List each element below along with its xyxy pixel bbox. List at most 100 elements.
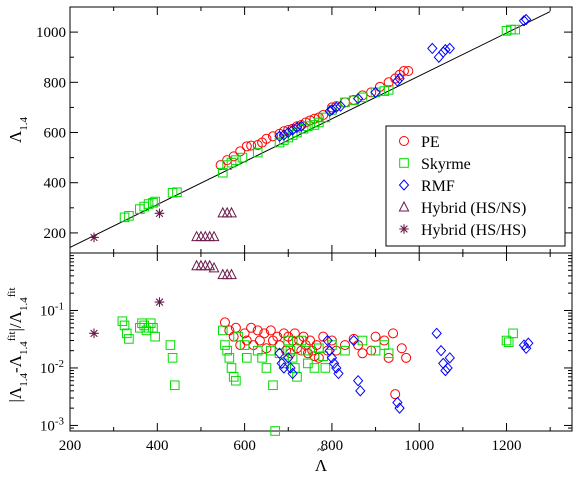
point-pe [215, 160, 226, 171]
point-skyrme [124, 334, 134, 344]
point-rmf [274, 130, 285, 143]
point-skyrme [357, 92, 368, 103]
point-skyrme [167, 353, 178, 363]
point-skyrme [239, 340, 250, 350]
point-rmf [435, 344, 447, 357]
point-rmf [394, 402, 405, 414]
point-skyrme [165, 340, 176, 350]
point-rmf [291, 121, 303, 134]
top-y-axis-title: Λ1.4 [6, 116, 30, 143]
legend-label-hshs: Hybrid (HS/HS) [421, 222, 526, 239]
point-rmf [296, 120, 307, 132]
point-rmf [278, 129, 290, 141]
point-hsns [208, 261, 220, 273]
point-rmf [352, 92, 364, 105]
point-skyrme [224, 353, 235, 363]
point-skyrme [383, 348, 394, 359]
point-skyrme [320, 112, 331, 123]
point-skyrme [252, 147, 263, 158]
point-hshs [89, 232, 99, 243]
point-rmf [283, 352, 294, 364]
point-rmf [518, 15, 530, 27]
legend-label-pe: PE [421, 134, 440, 151]
point-rmf [283, 126, 294, 139]
point-hshs [89, 328, 99, 339]
point-hsns [208, 230, 220, 242]
point-rmf [333, 367, 344, 380]
point-rmf [348, 334, 359, 347]
point-rmf [276, 357, 287, 370]
point-skyrme [150, 196, 160, 207]
point-rmf [427, 42, 438, 55]
point-skyrme [237, 152, 248, 163]
y-tick-label: 800 [44, 75, 67, 91]
point-rmf [440, 364, 451, 377]
point-skyrme [121, 328, 132, 339]
point-rmf [274, 347, 285, 360]
point-rmf [523, 337, 534, 349]
y-tick-label: 10-3 [40, 415, 65, 434]
top-panel-points [89, 13, 532, 243]
point-skyrme [124, 211, 134, 221]
legend-marker-rmf [398, 179, 410, 191]
point-pe [370, 331, 381, 342]
legend: PE Skyrme RMF Hybrid (HS/NS) Hybrid (HS/HS) [385, 125, 566, 247]
point-skyrme [150, 331, 160, 342]
point-rmf [328, 357, 340, 370]
point-skyrme [222, 345, 232, 356]
point-rmf [444, 352, 455, 364]
point-skyrme [241, 353, 252, 363]
y-tick-label: 600 [44, 126, 67, 142]
point-rmf [442, 362, 453, 374]
point-skyrme [508, 328, 518, 339]
point-rmf [520, 13, 532, 26]
y-tick-label: 1000 [36, 25, 66, 41]
point-skyrme [292, 372, 302, 382]
point-rmf [285, 362, 296, 374]
x-axis-title: Λ [315, 456, 328, 475]
point-pe [246, 140, 257, 151]
point-pe [398, 66, 409, 77]
point-skyrme [231, 375, 241, 386]
point-pe [239, 328, 250, 339]
point-skyrme [303, 121, 313, 132]
point-skyrme [169, 380, 180, 391]
point-rmf [518, 339, 530, 351]
point-hsns [226, 268, 237, 280]
point-skyrme [370, 345, 381, 356]
y-tick-label: 400 [44, 176, 67, 192]
point-skyrme [261, 363, 272, 373]
legend-label-hsns: Hybrid (HS/NS) [421, 200, 526, 217]
point-skyrme [233, 331, 243, 342]
point-rmf [444, 42, 455, 55]
x-tick-label: 1000 [404, 438, 434, 454]
point-skyrme [314, 117, 324, 128]
point-skyrme [296, 335, 307, 346]
point-rmf [326, 352, 338, 364]
point-rmf [331, 101, 342, 114]
point-skyrme [257, 353, 267, 363]
point-rmf [352, 374, 364, 387]
point-rmf [326, 104, 338, 116]
point-skyrme [119, 320, 130, 331]
bottom-panel-ticks: 200 400 600 800 1000 1200 10-3 10-2 10-1 [40, 252, 572, 454]
point-rmf [392, 75, 403, 87]
legend-marker-hshs [399, 224, 409, 234]
point-skyrme [309, 363, 320, 373]
point-pe [388, 328, 399, 339]
point-skyrme [510, 24, 521, 35]
point-skyrme [283, 335, 294, 346]
point-rmf [392, 396, 403, 409]
bottom-panel-frame [69, 252, 573, 432]
point-rmf [394, 72, 405, 85]
point-pe [241, 141, 252, 152]
point-skyrme [340, 345, 350, 356]
point-skyrme [287, 353, 298, 363]
point-skyrme [217, 325, 228, 336]
point-pe [246, 322, 257, 333]
x-tick-label: 200 [59, 438, 82, 454]
point-skyrme [501, 335, 512, 346]
point-pe [403, 66, 414, 77]
point-pe [396, 343, 407, 354]
